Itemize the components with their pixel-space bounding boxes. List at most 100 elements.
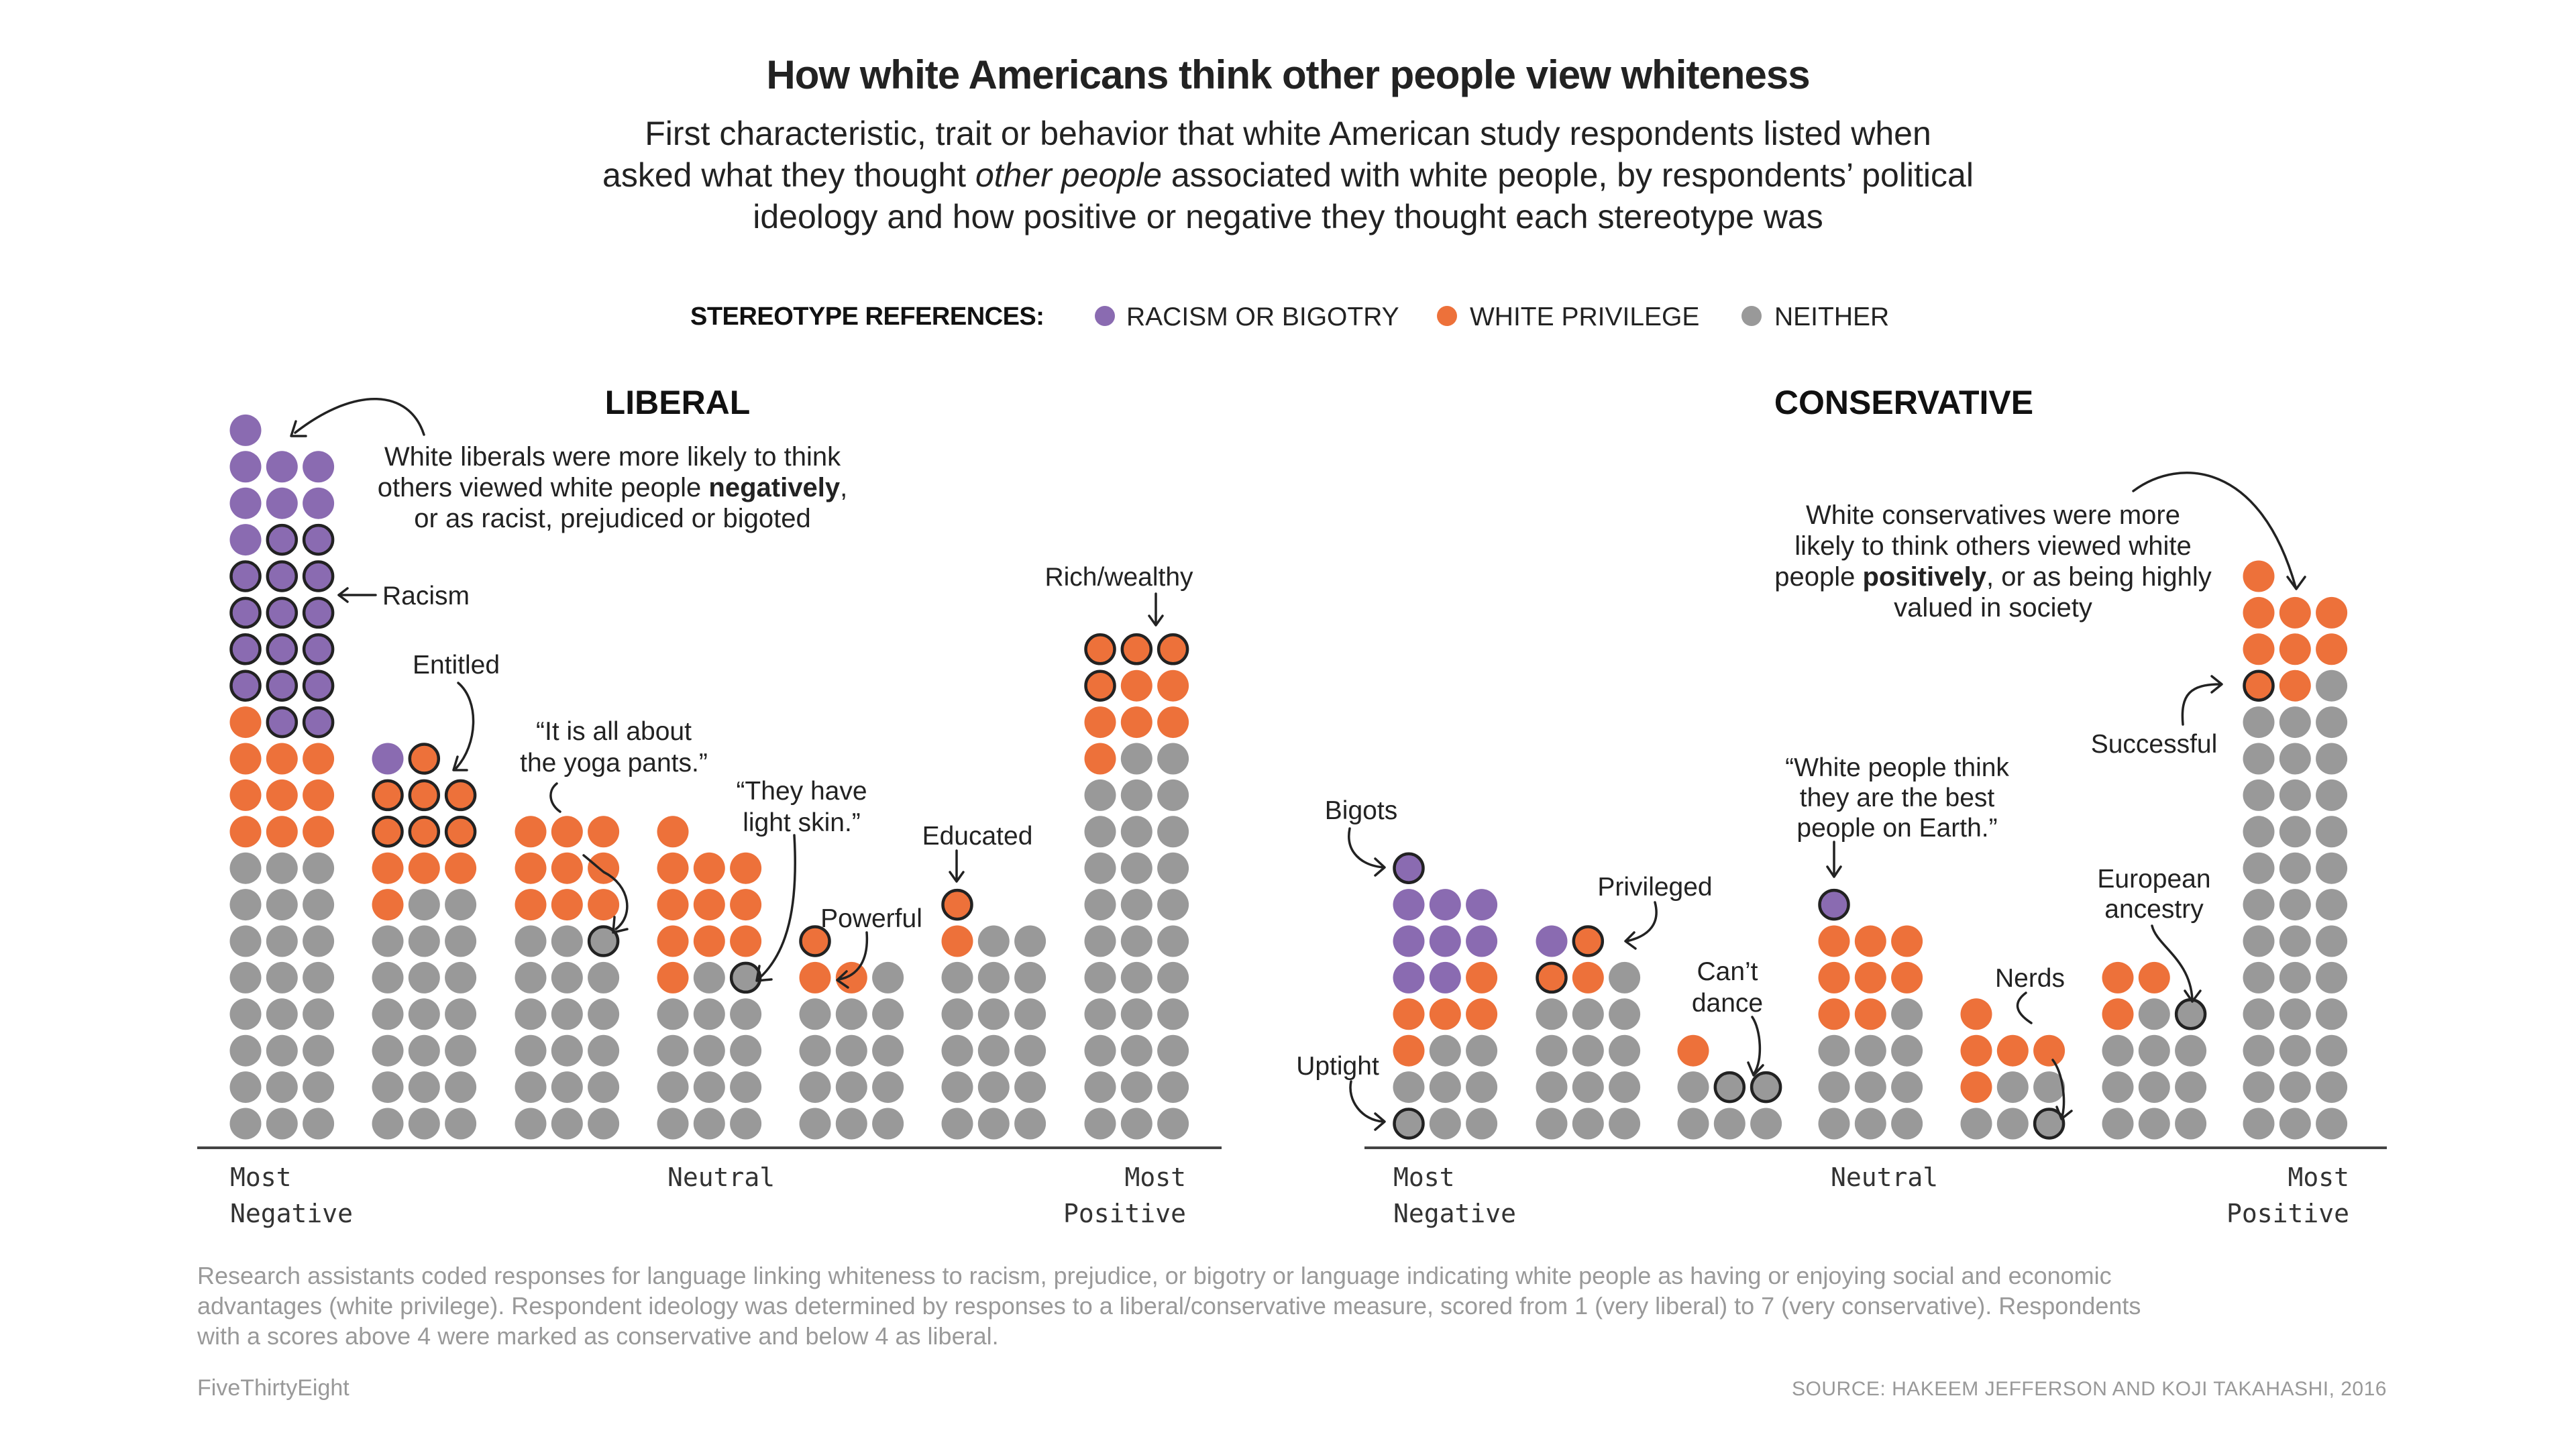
annotation-line: dance [1692,989,1763,1018]
dot-neither [799,1108,831,1140]
arrow-powerful-head [836,970,849,989]
dot-racism-highlighted [302,523,335,556]
annotation-line: light skin.” [743,808,861,837]
annotation-text: Nerds [1995,964,2065,993]
label-powerful: Powerful [820,904,922,933]
annotation-text: “White people think [1785,753,2009,782]
dot-neither [1120,1108,1152,1140]
methodology-note: Research assistants coded responses for … [197,1262,2141,1350]
dot-privilege [1157,706,1189,739]
dot-privilege [1393,998,1425,1030]
label-european-ancestry: European ancestry [2097,865,2210,924]
dot-neither [977,961,1010,994]
dot-privilege [372,889,404,921]
annotation-line: Can’t [1697,957,1758,986]
dot-neither [303,925,335,957]
dot-privilege [693,925,725,957]
dot-privilege [408,852,440,884]
dot-racism [229,451,262,483]
dot-neither [1750,1108,1782,1140]
dot-neither [445,1071,477,1104]
dot-racism [1466,925,1498,957]
dot-neither [977,998,1010,1030]
dot-neither-highlighted [1713,1071,1746,1104]
dot-neither [551,925,583,957]
subtitle-text: First characteristic, trait or behavior … [645,115,1931,152]
dot-neither [229,998,262,1030]
dot-neither [588,961,620,994]
dot-neither [835,1034,867,1067]
legend-label-privilege: WHITE PRIVILEGE [1470,303,1699,331]
dot-neither [941,998,973,1030]
dot-privilege [303,779,335,811]
dot-neither [1677,1071,1709,1104]
dot-privilege [2033,1034,2065,1067]
dot-neither [229,925,262,957]
dot-neither [588,998,620,1030]
dot-neither [551,961,583,994]
dot-neither [1609,1034,1641,1067]
dot-neither [1891,1108,1923,1140]
axis-label-most-negative-line1: Most [230,1163,292,1192]
dot-neither [1609,961,1641,994]
annotation-line: Racism [382,582,470,610]
dot-privilege [1466,961,1498,994]
dot-column-most-negative [1393,852,1498,1140]
axis-label-most-positive-line1: Most [2288,1163,2349,1192]
dot-neither [445,1108,477,1140]
annotation-text: , or as being highly [1986,562,2212,592]
dot-neither [1084,816,1116,848]
dot-privilege [229,743,262,775]
dot-privilege [657,852,689,884]
annotation-line: Nerds [1995,964,2065,993]
subtitle-text: ideology and how positive or negative th… [753,198,1823,235]
dot-neither [835,1071,867,1104]
dot-neither [693,1034,725,1067]
dot-neither [303,889,335,921]
dot-privilege [2316,633,2348,665]
dot-neither [941,1034,973,1067]
annotation-text: , [840,473,847,502]
dot-column-3 [515,816,620,1140]
dot-neither [2316,779,2348,811]
dot-neither [2175,1108,2207,1140]
dot-privilege [303,816,335,848]
publisher-credit: FiveThirtyEight [197,1375,350,1401]
dot-racism-highlighted [266,596,299,629]
dot-neither [1084,889,1116,921]
dot-neither [2138,1071,2170,1104]
subtitle-line: First characteristic, trait or behavior … [645,115,1931,152]
dot-privilege [1891,961,1923,994]
dot-neither [1996,1108,2029,1140]
dot-racism-highlighted [266,560,299,592]
dot-neither [2316,669,2348,702]
arrow-educated-head [949,871,965,883]
dot-neither [2316,998,2348,1030]
dot-neither [1572,1034,1604,1067]
dot-neither [1084,852,1116,884]
annotations: White liberals were more likely to think… [378,442,2218,1081]
dot-privilege [1677,1034,1709,1067]
dot-neither [2279,706,2311,739]
dot-privilege-highlighted [1084,669,1116,702]
dot-neither [2243,925,2275,957]
dot-neither [2279,889,2311,921]
dot-neither [2316,961,2348,994]
annotation-line: Educated [922,822,1033,851]
dot-privilege [588,816,620,848]
arrow-conservative-note [2132,472,2297,588]
dot-neither [1084,998,1116,1030]
annotation-text: people on Earth.” [1796,814,1997,843]
dot-neither [657,1034,689,1067]
subtitle-text: asked what they thought [602,156,975,194]
arrow-powerful [837,931,869,981]
dot-neither [1084,1108,1116,1140]
arrow-liberal-note [294,398,425,436]
dot-column-neutral [1818,888,1923,1140]
dot-neither [303,998,335,1030]
dot-neither [1084,925,1116,957]
dot-neither [730,998,762,1030]
dot-neither [303,1071,335,1104]
dot-neither [266,889,298,921]
annotation-text: light skin.” [743,808,861,837]
